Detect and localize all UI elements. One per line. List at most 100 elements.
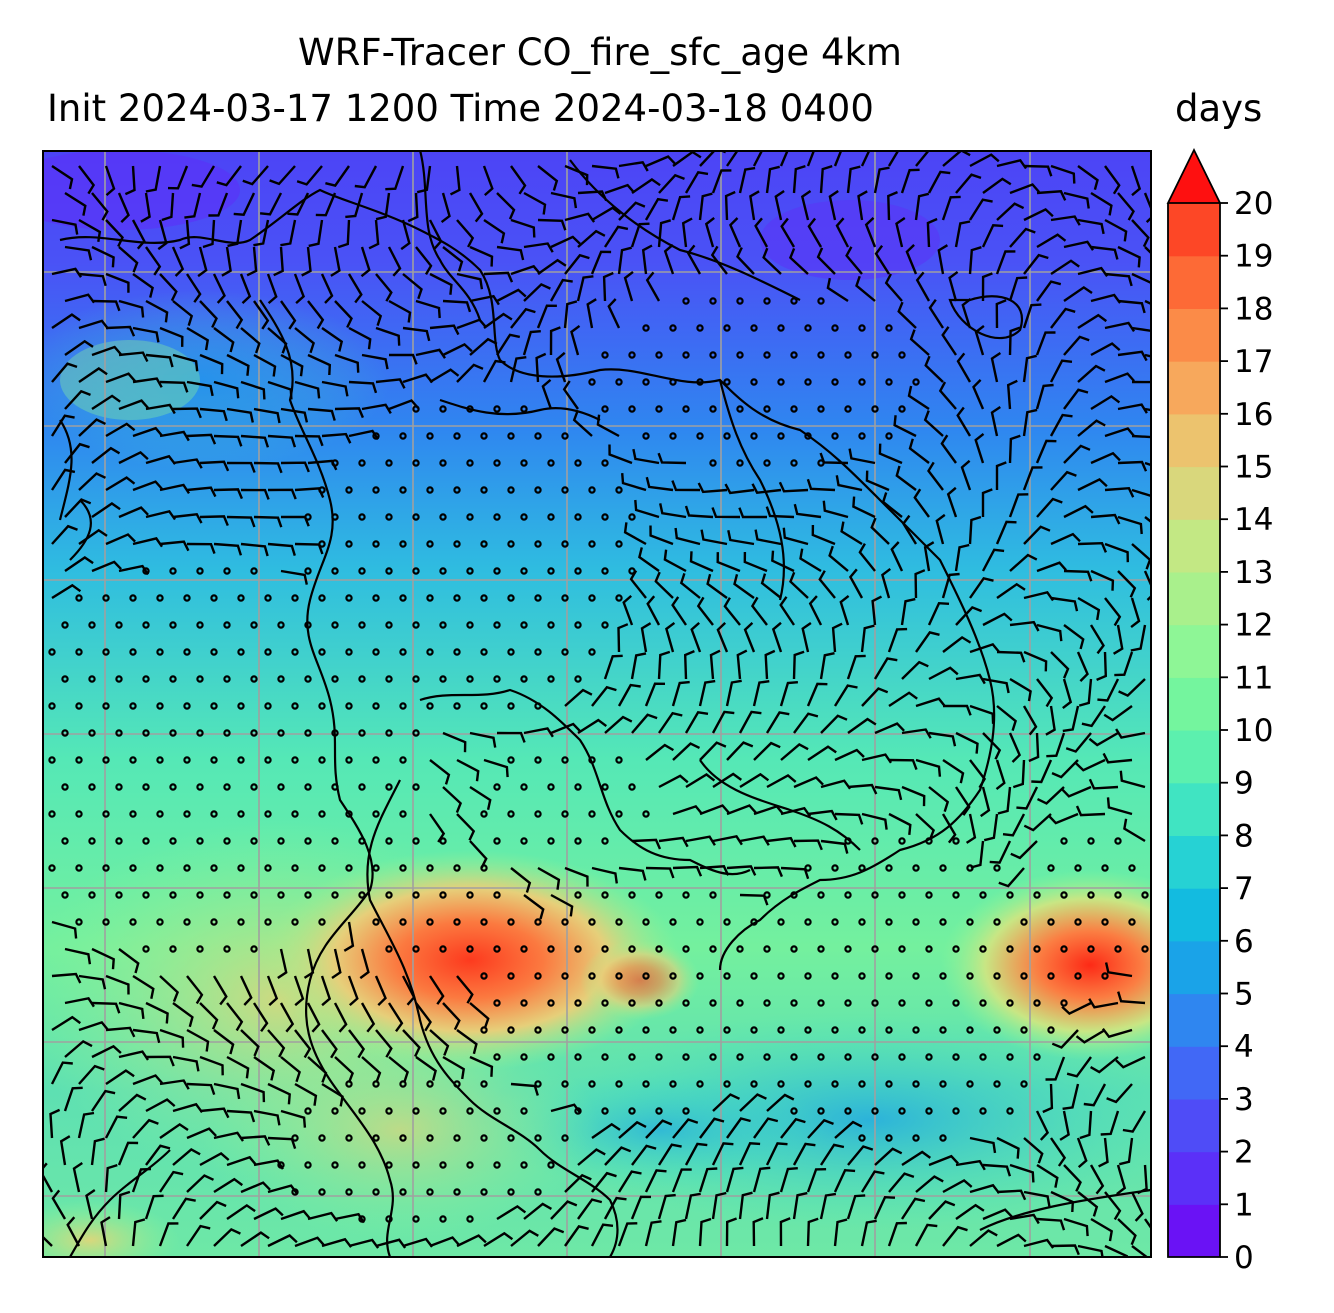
wind-barb (855, 275, 876, 302)
calm-wind-circle (399, 1188, 407, 1196)
calm-wind-circle (385, 891, 393, 899)
calm-wind-circle (102, 756, 110, 764)
calm-wind-circle (655, 351, 663, 359)
calm-wind-circle (210, 702, 218, 710)
wind-barb (1104, 165, 1121, 195)
calm-wind-circle (399, 1134, 407, 1142)
wind-barb (78, 528, 108, 545)
wind-barb (496, 245, 525, 261)
calm-wind-circle (466, 675, 474, 683)
wind-barb (924, 355, 944, 383)
wind-barb (860, 1219, 877, 1247)
calm-wind-circle (331, 729, 339, 737)
wind-barb (226, 515, 256, 528)
wind-barb (860, 1170, 885, 1193)
wind-barb (915, 1175, 944, 1193)
wind-barb (596, 414, 620, 438)
calm-wind-circle (709, 1053, 717, 1061)
wind-barb (442, 342, 473, 357)
calm-wind-circle (331, 513, 339, 521)
wind-barb (330, 246, 341, 277)
wind-barb (415, 1002, 432, 1032)
calm-wind-circle (304, 891, 312, 899)
calm-wind-circle (952, 837, 960, 845)
calm-wind-circle (385, 675, 393, 683)
calm-wind-circle (1047, 864, 1055, 872)
wind-barb (402, 1237, 434, 1248)
wind-barb (388, 299, 412, 323)
wind-barb (995, 250, 1016, 275)
wind-barb (996, 1189, 1027, 1201)
calm-wind-circle (534, 1188, 542, 1196)
calm-wind-circle (777, 324, 785, 332)
colorbar-tick-label: 3 (1234, 1082, 1254, 1118)
wind-barb (743, 622, 756, 653)
wind-barb (753, 805, 785, 816)
calm-wind-circle (615, 486, 623, 494)
wind-barb (320, 273, 334, 304)
wind-barb (743, 551, 768, 573)
wind-barb (253, 407, 281, 424)
wind-barb (564, 1173, 592, 1193)
wind-barb (811, 524, 836, 546)
wind-barb (665, 621, 676, 653)
calm-wind-circle (1006, 1053, 1014, 1061)
wind-barb (91, 299, 121, 312)
wind-barb (604, 183, 636, 195)
calm-wind-circle (628, 891, 636, 899)
wind-barb (1075, 1028, 1106, 1044)
wind-barb (685, 835, 716, 846)
calm-wind-circle (1114, 945, 1122, 953)
calm-wind-circle (223, 837, 231, 845)
calm-wind-circle (75, 756, 83, 764)
calm-wind-circle (250, 891, 258, 899)
wind-barb (456, 758, 480, 782)
wind-barb (306, 1002, 321, 1033)
wind-barb (982, 177, 1012, 194)
calm-wind-circle (1020, 918, 1028, 926)
wind-barb (689, 551, 714, 573)
calm-wind-circle (412, 1161, 420, 1169)
wind-barb (91, 345, 123, 357)
wind-barb (541, 378, 553, 410)
wind-barb (280, 569, 308, 585)
wind-barb (64, 442, 90, 464)
calm-wind-circle (318, 864, 326, 872)
wind-barb (145, 1144, 171, 1166)
wind-barb (645, 271, 661, 302)
wind-barb (941, 326, 957, 356)
wind-barb (831, 622, 843, 653)
calm-wind-circle (61, 621, 69, 629)
calm-wind-circle (210, 918, 218, 926)
calm-wind-circle (844, 405, 852, 413)
wind-barb (253, 1109, 281, 1126)
calm-wind-circle (520, 1053, 528, 1061)
wind-barb (766, 773, 797, 789)
wind-barb (848, 568, 864, 599)
wind-barb (429, 1029, 450, 1056)
wind-barb (78, 165, 96, 195)
wind-barb (965, 813, 977, 844)
calm-wind-circle (588, 810, 596, 818)
wind-barb (179, 219, 191, 250)
wind-barb (549, 326, 561, 356)
calm-wind-circle (345, 1188, 353, 1196)
wind-barb (1089, 1164, 1105, 1195)
wind-barb (213, 542, 243, 556)
wind-barb (159, 430, 190, 442)
calm-wind-circle (426, 1080, 434, 1088)
wind-barb (888, 812, 912, 836)
wind-barb (646, 595, 661, 626)
wind-barb (226, 300, 244, 330)
calm-wind-circle (993, 864, 1001, 872)
wind-barb (955, 173, 982, 194)
wind-barb (712, 834, 743, 846)
wind-barb (550, 235, 581, 249)
wind-barb (78, 367, 108, 383)
wind-barbs (43, 151, 1151, 1257)
calm-wind-circle (966, 1080, 974, 1088)
calm-wind-circle (682, 891, 690, 899)
wind-barb (1009, 553, 1038, 572)
wind-barb (586, 298, 597, 329)
wind-barb (537, 258, 567, 275)
